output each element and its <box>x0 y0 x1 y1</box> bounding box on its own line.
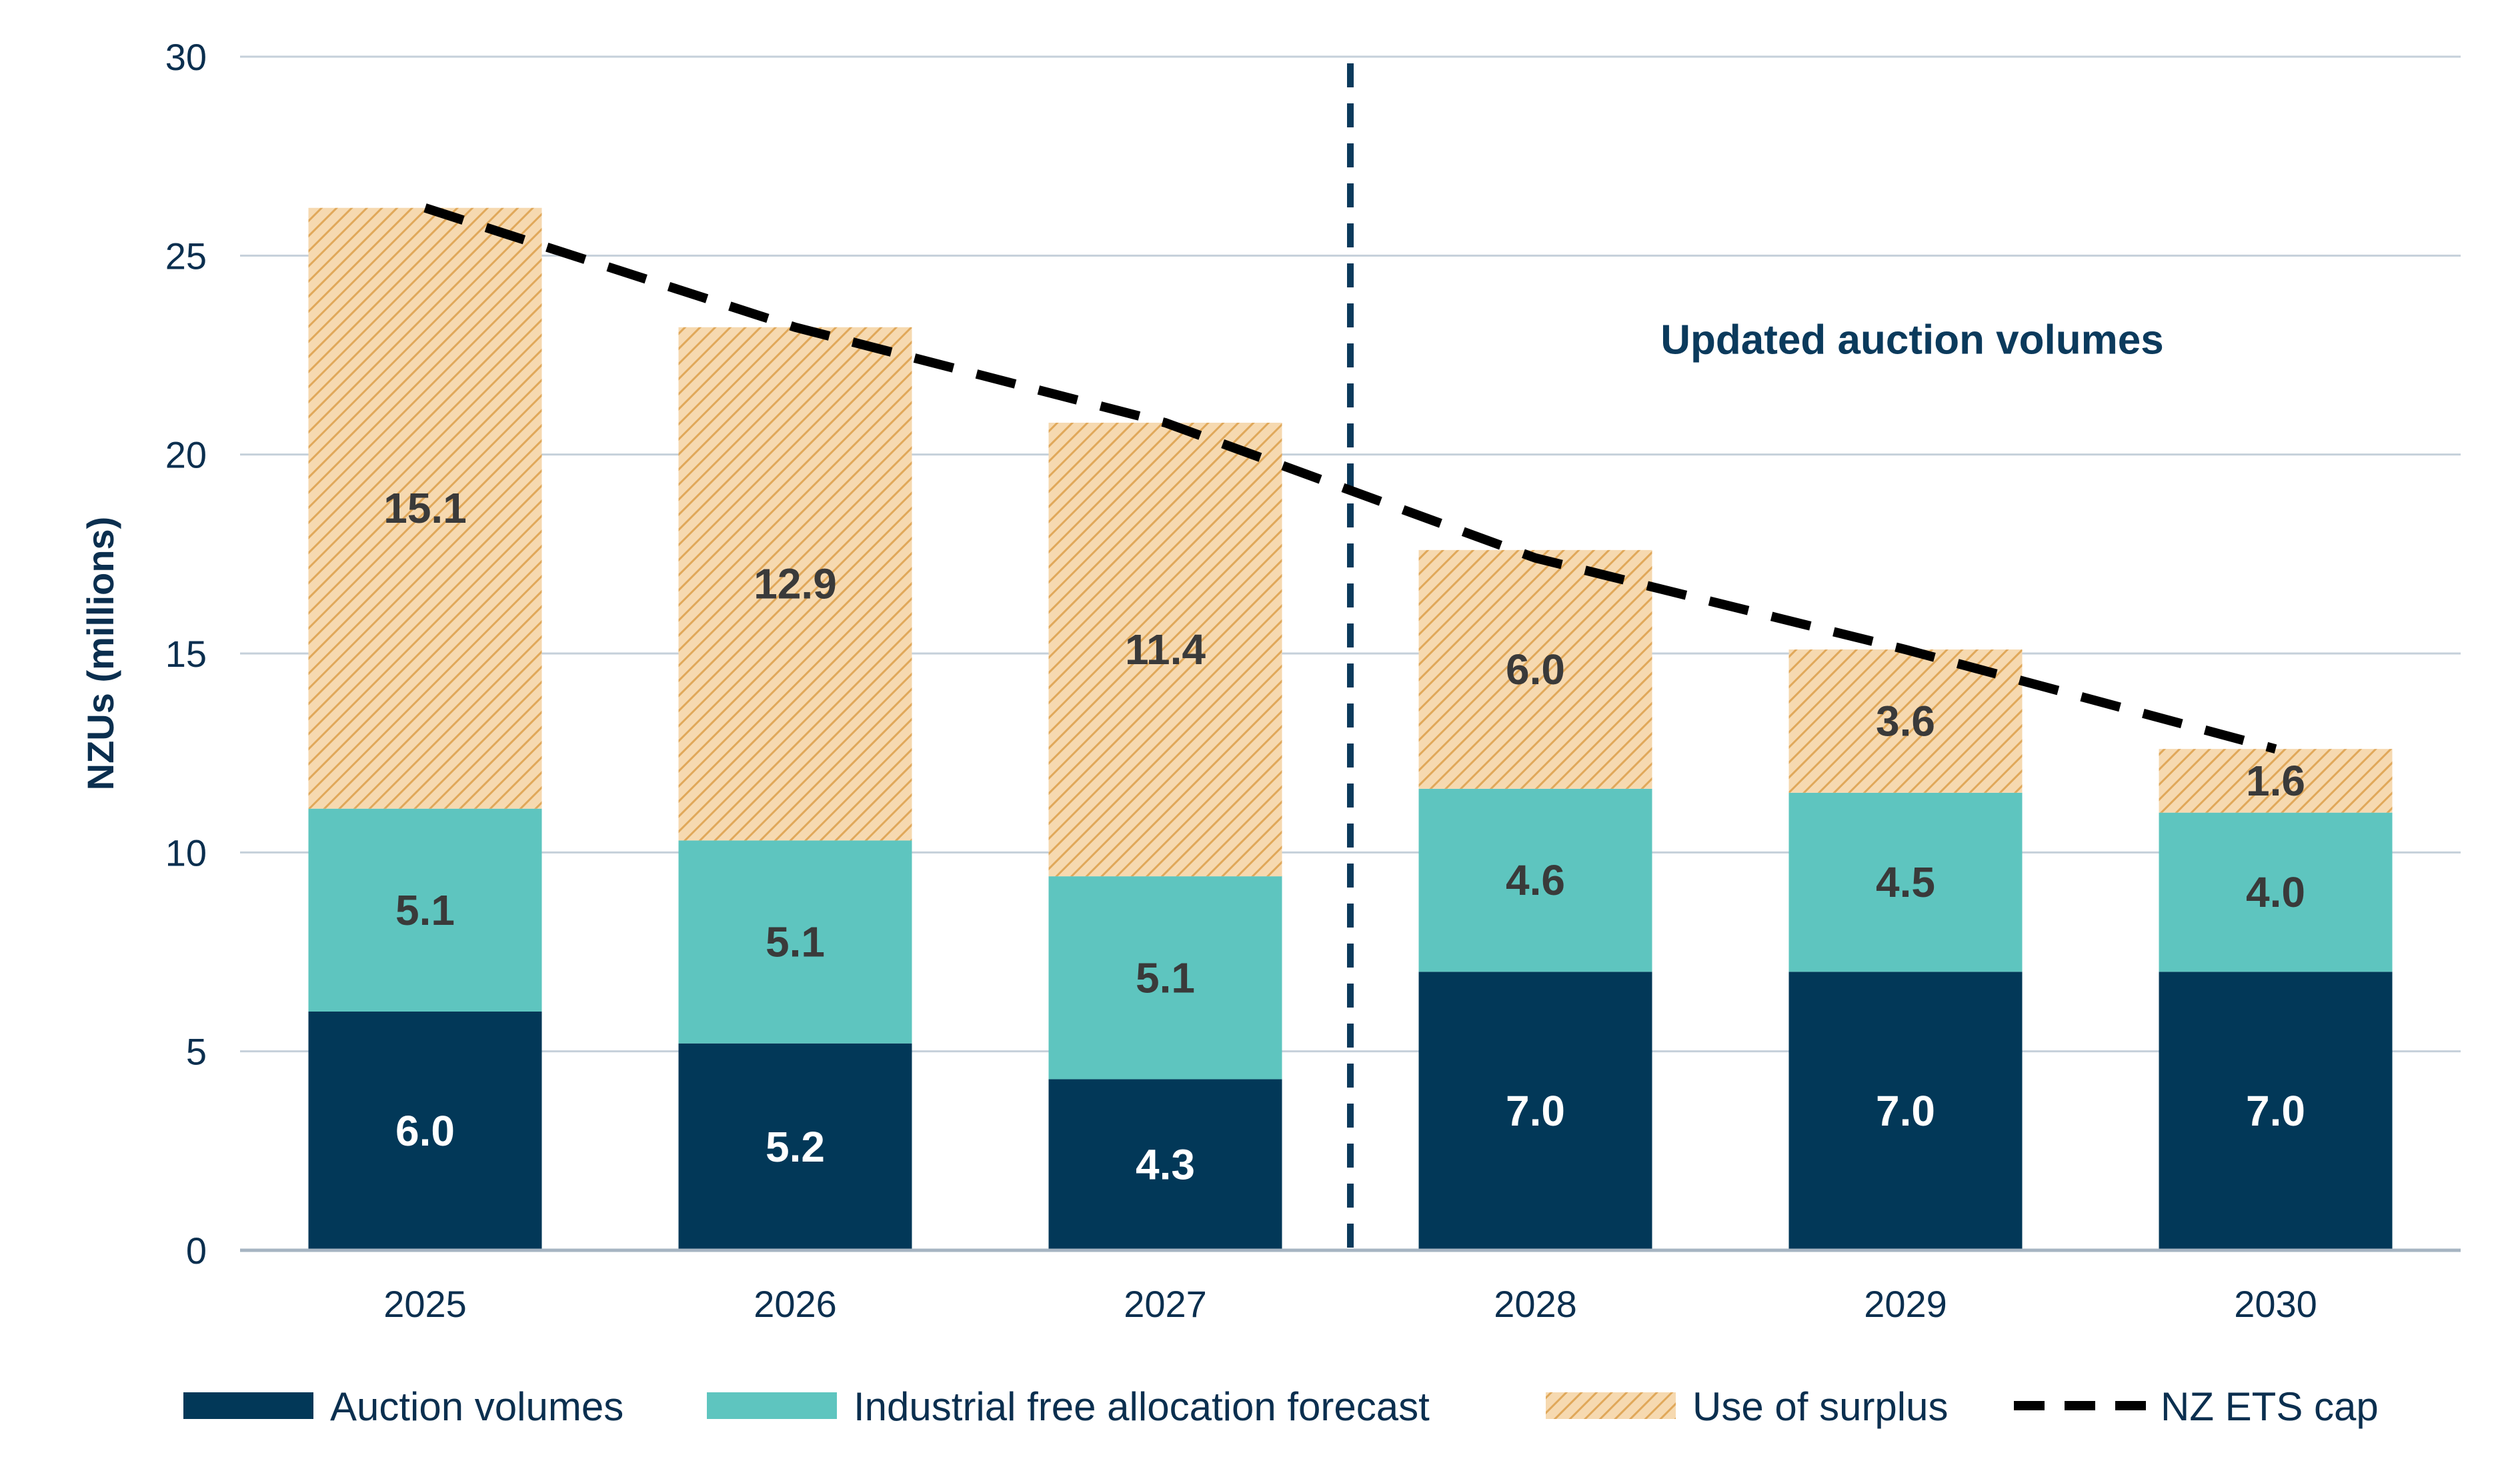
data-label: 7.0 <box>1876 1087 1935 1135</box>
bars: 6.0 5.1 15.1 5.2 5.1 12.9 4.3 5.1 11.4 7.0 4.6 6.0 7… <box>308 207 2393 1250</box>
bar-segment-2029-0 <box>1788 972 2023 1250</box>
bar-segment-2025-1 <box>308 808 542 1012</box>
bar-segment-2026-1 <box>678 840 912 1044</box>
data-label: 6.0 <box>395 1107 455 1155</box>
data-label: 5.2 <box>766 1123 825 1171</box>
data-label: 7.0 <box>2246 1087 2305 1135</box>
data-label: 5.1 <box>395 886 455 934</box>
data-label: 5.1 <box>1136 954 1195 1002</box>
data-label: 11.4 <box>1125 625 1206 673</box>
x-tick-label: 2030 <box>2234 1283 2317 1325</box>
bar-segment-2028-0 <box>1418 972 1652 1250</box>
y-tick-label: 25 <box>165 235 207 277</box>
legend-label: NZ ETS cap <box>2161 1384 2379 1429</box>
y-tick-label: 10 <box>165 832 207 874</box>
bar-segment-2029-1 <box>1788 792 2023 972</box>
gridlines <box>240 55 2461 1053</box>
data-label: 1.6 <box>2246 757 2305 805</box>
x-tick-label: 2028 <box>1494 1283 1577 1325</box>
y-tick-label: 0 <box>186 1230 207 1272</box>
data-label: 6.0 <box>1506 645 1565 693</box>
data-label: 4.3 <box>1136 1141 1195 1189</box>
y-tick-label: 20 <box>165 434 207 476</box>
bar-segment-2030-2 <box>2159 749 2393 813</box>
x-tick-label: 2029 <box>1864 1283 1947 1325</box>
bar-segment-2027-2 <box>1048 422 1282 877</box>
data-label: 3.6 <box>1876 697 1935 745</box>
bar-segment-2028-2 <box>1418 549 1652 789</box>
bar-segment-2028-1 <box>1418 788 1652 972</box>
bar-segment-2027-1 <box>1048 876 1282 1080</box>
legend-label: Industrial free allocation forecast <box>854 1384 1430 1429</box>
legend-swatch-0 <box>183 1392 313 1419</box>
legend-label: Auction volumes <box>330 1384 623 1429</box>
y-tick-label: 15 <box>165 633 207 675</box>
bar-segment-2026-2 <box>678 327 912 841</box>
legend-label: Use of surplus <box>1692 1384 1949 1429</box>
y-tick-label: 30 <box>165 36 207 78</box>
x-tick-label: 2027 <box>1124 1283 1207 1325</box>
data-label: 5.1 <box>766 918 825 966</box>
y-axis-label: NZUs (millions) <box>79 517 121 791</box>
y-tick-label: 5 <box>186 1031 207 1073</box>
bar-segment-2025-2 <box>308 207 542 809</box>
data-label: 4.0 <box>2246 868 2305 916</box>
x-tick-label: 2025 <box>383 1283 467 1325</box>
data-label: 4.6 <box>1506 856 1565 904</box>
legend: Auction volumes Industrial free allocatio… <box>183 1384 2379 1429</box>
legend-swatch-1 <box>707 1392 837 1419</box>
data-label: 15.1 <box>383 484 467 532</box>
x-tick-label: 2026 <box>754 1283 837 1325</box>
data-label: 7.0 <box>1506 1087 1565 1135</box>
data-label: 4.5 <box>1876 858 1935 906</box>
legend-swatch-2 <box>1546 1392 1676 1419</box>
bar-segment-2030-0 <box>2159 972 2393 1250</box>
data-label: 12.9 <box>754 560 837 608</box>
bar-segment-2025-0 <box>308 1012 542 1250</box>
overlays: Updated auction volumes <box>423 63 2277 1260</box>
bar-segment-2030-1 <box>2159 812 2393 972</box>
divider-annotation: Updated auction volumes <box>1660 317 2163 363</box>
cap-line <box>423 203 2277 754</box>
bar-segment-2027-0 <box>1048 1079 1282 1250</box>
bar-segment-2026-0 <box>678 1043 912 1250</box>
